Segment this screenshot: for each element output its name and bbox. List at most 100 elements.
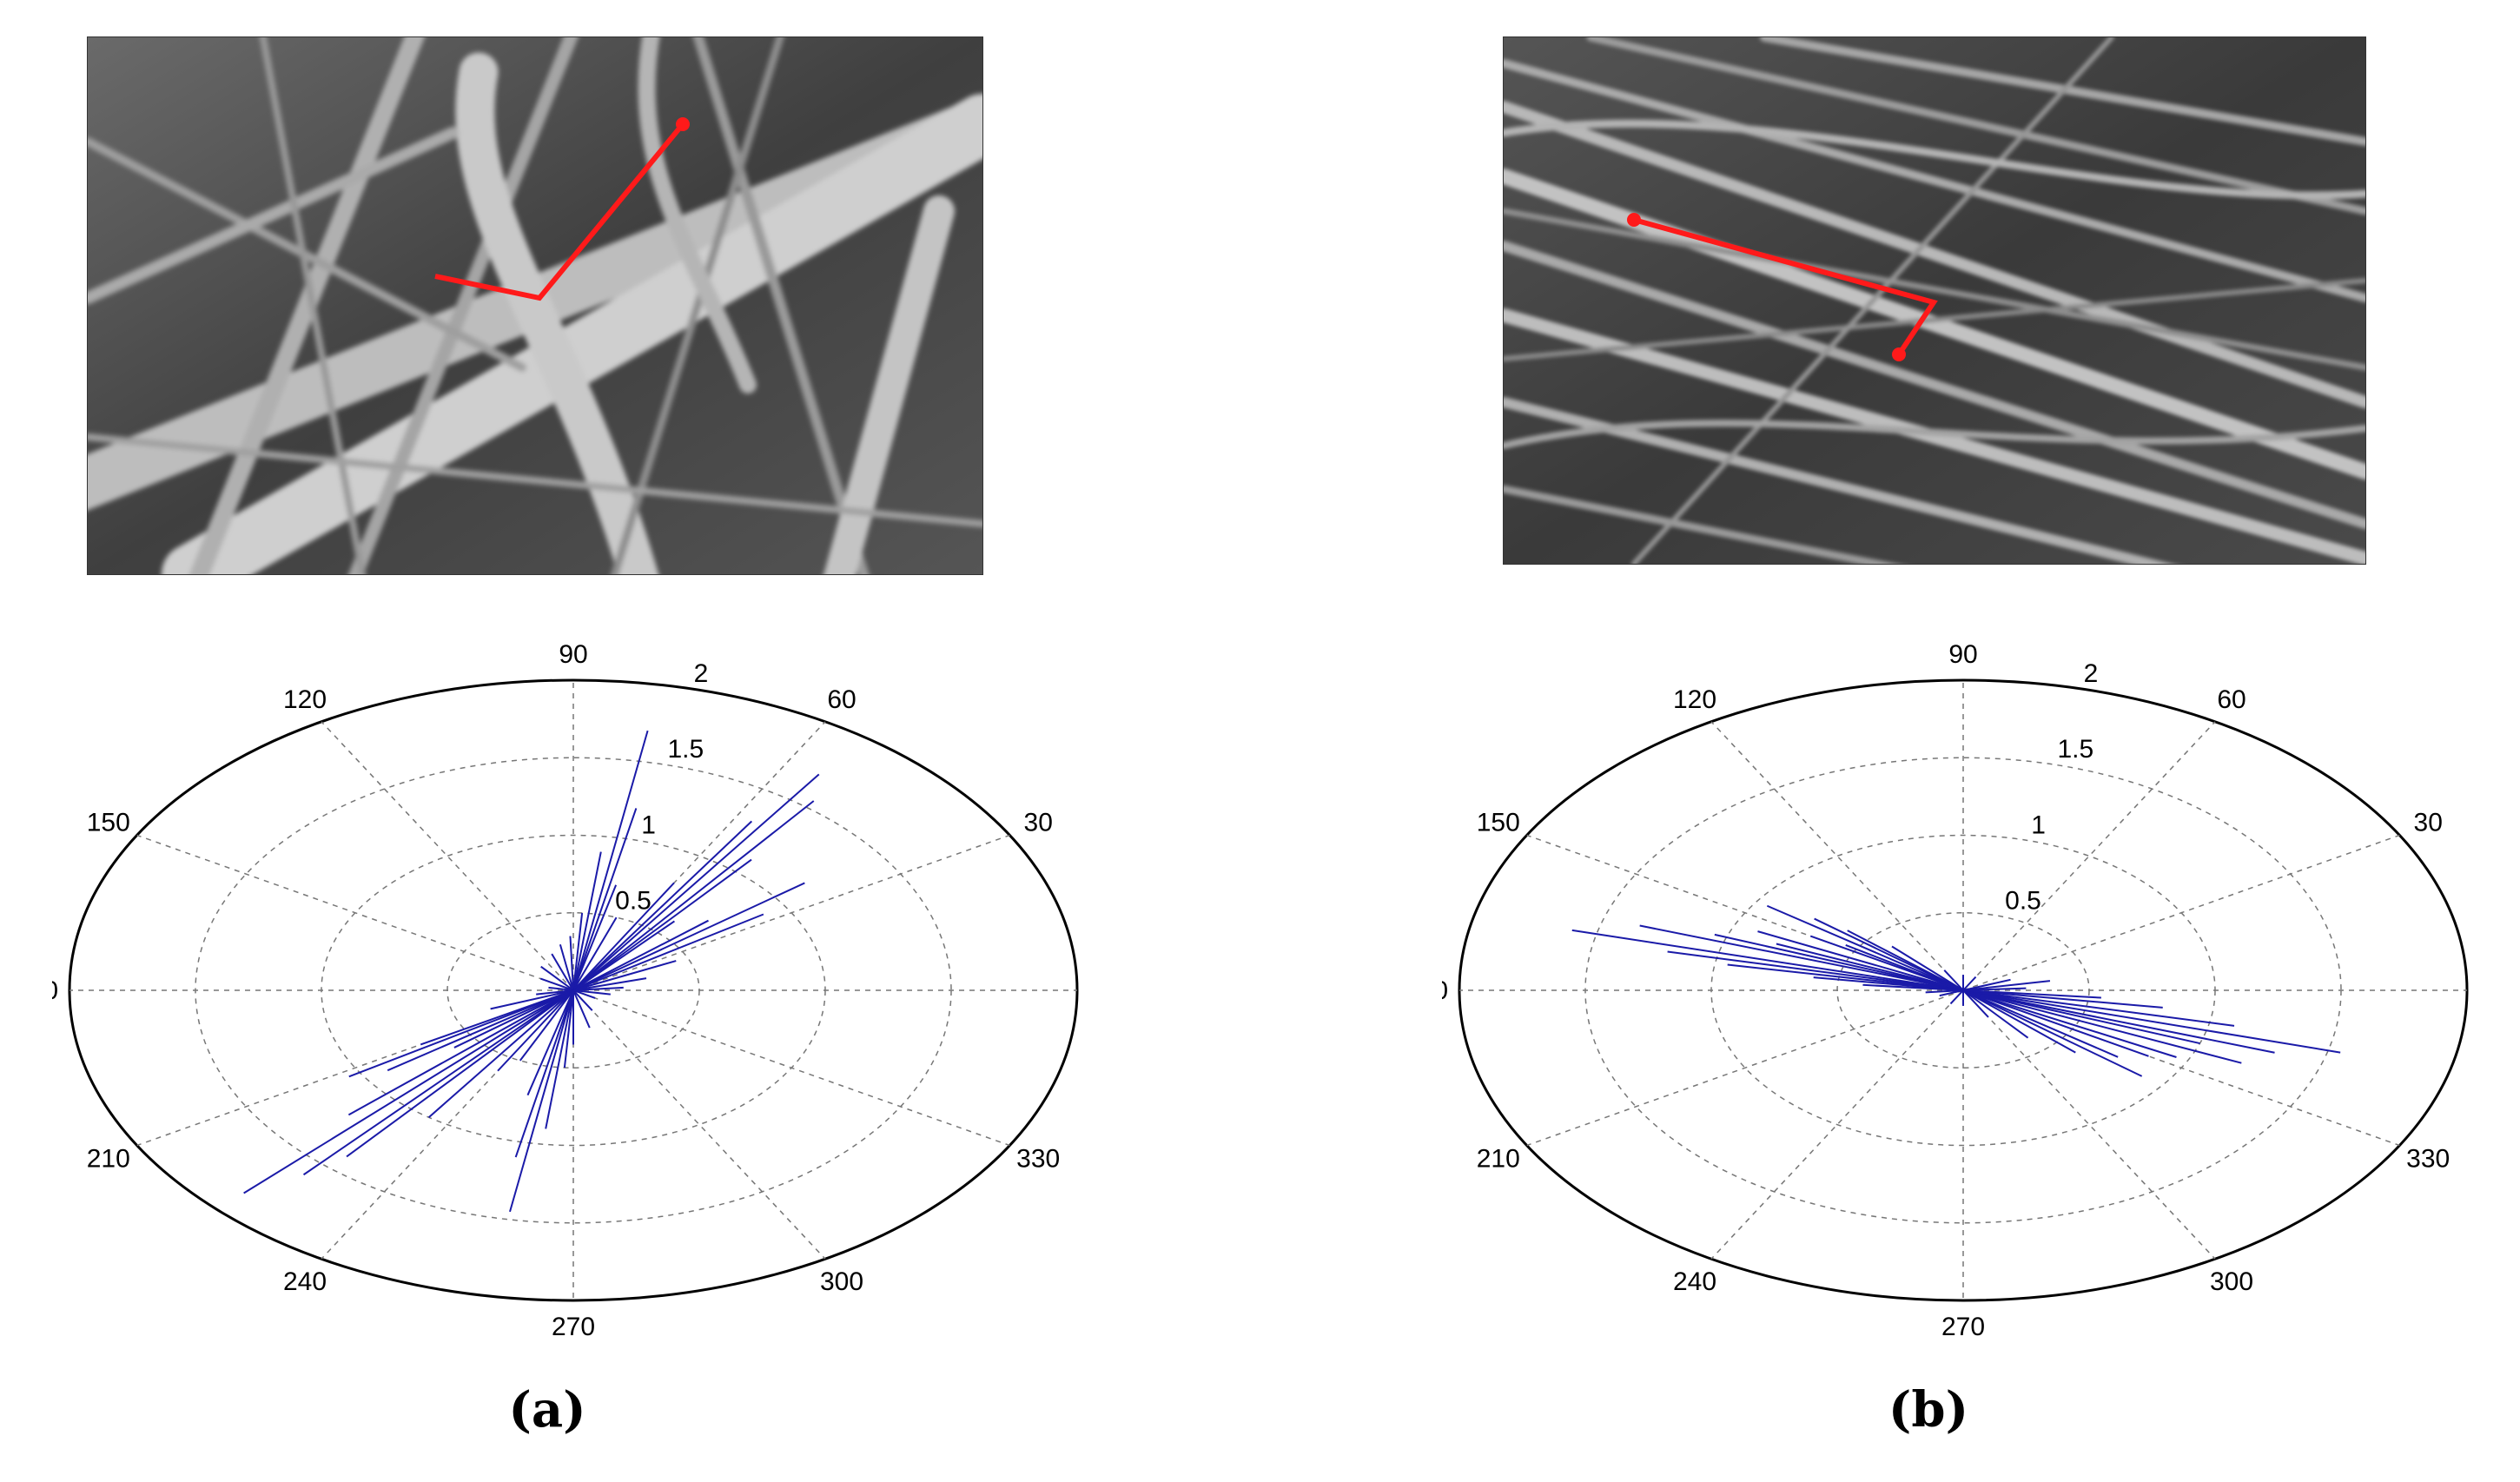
orientation-spike-b — [1962, 989, 2029, 1039]
orientation-spike-a — [572, 989, 593, 1011]
figure-panel-a: 03060901201501802102402703003300.511.52 … — [52, 36, 1079, 1439]
radial-tick-label-b: 1.5 — [2057, 735, 2093, 764]
orientation-spike-b — [1962, 980, 2051, 991]
orientation-spike-a — [572, 851, 602, 991]
angle-tick-label-a: 180 — [52, 976, 58, 1005]
orientation-spike-b — [1571, 929, 1964, 991]
orientation-spike-a — [572, 800, 815, 991]
angle-tick-label-a: 210 — [87, 1145, 130, 1174]
orientation-spike-b — [1962, 989, 2235, 1027]
orientation-spike-a — [548, 986, 574, 991]
orientation-spike-a — [526, 989, 574, 1096]
angle-tick-label-b: 180 — [1442, 976, 1448, 1005]
angular-spoke-a — [321, 721, 574, 991]
orientation-spike-b — [1962, 978, 2011, 991]
angular-spoke-b — [1962, 834, 2400, 991]
orientation-spike-b — [1939, 989, 1964, 997]
angle-tick-label-b: 240 — [1673, 1267, 1716, 1296]
sem-micrograph-a — [87, 36, 983, 575]
orientation-spike-a — [490, 989, 574, 1010]
orientation-spike-b — [1962, 976, 1977, 991]
orientation-spike-a — [551, 953, 574, 991]
orientation-spike-a — [572, 882, 805, 991]
orientation-spike-a — [563, 989, 574, 1068]
angle-tick-label-a: 150 — [87, 809, 130, 837]
angular-spoke-b — [1710, 989, 1964, 1260]
orientation-spike-a — [346, 989, 574, 1158]
figure-panel-b: 03060901201501802102402703003300.511.52 … — [1260, 0, 2520, 1482]
orientation-spike-b — [1962, 989, 2275, 1054]
angle-tick-label-a: 300 — [820, 1267, 863, 1296]
angle-tick-label-a: 270 — [552, 1313, 595, 1338]
angular-spoke-a — [572, 721, 826, 991]
angle-tick-label-b: 330 — [2406, 1145, 2450, 1174]
orientation-spike-a — [545, 989, 574, 1129]
angle-tick-label-b: 120 — [1673, 685, 1716, 714]
angular-spoke-a — [572, 834, 1010, 991]
radial-tick-label-b: 0.5 — [2005, 887, 2041, 916]
angular-spoke-b — [1710, 721, 1964, 991]
orientation-spike-b — [1949, 989, 1964, 1005]
orientation-spike-a — [572, 986, 624, 991]
polar-plot-a: 03060901201501802102402703003300.511.52 — [52, 643, 1079, 1338]
orientation-arrow-a — [434, 117, 690, 301]
angular-spoke-b — [1962, 989, 2216, 1260]
orientation-spike-b — [1962, 989, 2149, 1057]
orientation-spike-b — [1891, 945, 1964, 991]
orientation-spike-b — [1766, 904, 1964, 991]
angle-tick-label-a: 330 — [1016, 1145, 1060, 1174]
orientation-spike-a — [420, 989, 574, 1046]
orientation-spike-a — [572, 884, 618, 991]
orientation-spike-a — [572, 960, 677, 991]
orientation-spike-b — [1962, 989, 1989, 1018]
orientation-spike-b — [1962, 989, 2076, 1054]
angular-spoke-a — [572, 989, 1010, 1147]
orientation-spike-a — [572, 858, 752, 991]
orientation-spike-a — [514, 989, 574, 1158]
angle-tick-label-b: 90 — [1948, 643, 1977, 669]
orientation-spike-b — [1962, 989, 2200, 1045]
orientation-spike-a — [572, 989, 591, 1029]
orientation-spike-b — [1962, 989, 2143, 1077]
orientation-spike-a — [572, 730, 649, 991]
angle-tick-label-b: 270 — [1941, 1313, 1985, 1338]
orientation-spike-a — [453, 989, 574, 1049]
orientation-spike-a — [347, 989, 574, 1116]
sem-micrograph-b — [1503, 36, 2366, 565]
orientation-spike-b — [1962, 989, 2177, 1058]
orientation-spike-a — [539, 977, 574, 991]
radial-tick-label-b: 1 — [2031, 810, 2046, 839]
angle-tick-label-a: 60 — [827, 685, 856, 714]
orientation-spike-b — [1962, 989, 2101, 999]
orientation-spike-b — [1962, 987, 2027, 991]
orientation-spike-b — [1667, 950, 1964, 991]
orientation-spike-a — [572, 989, 611, 996]
orientation-spike-a — [387, 989, 574, 1072]
orientation-spike-b — [1962, 989, 2242, 1064]
orientation-arrow-b — [1627, 213, 1938, 361]
orientation-spike-a — [572, 919, 709, 991]
angular-spoke-a — [136, 834, 574, 991]
angular-spoke-a — [572, 989, 826, 1260]
orientation-spike-a — [572, 916, 618, 991]
orientation-spike-a — [569, 936, 574, 991]
angle-tick-label-a: 240 — [283, 1267, 327, 1296]
angle-tick-label-b: 150 — [1477, 809, 1520, 837]
orientation-spike-a — [572, 912, 584, 991]
orientation-spike-a — [572, 773, 820, 991]
orientation-spike-a — [559, 943, 574, 991]
angle-tick-label-a: 90 — [559, 643, 587, 669]
orientation-spike-a — [572, 808, 638, 991]
orientation-spike-b — [1925, 989, 1964, 994]
orientation-spike-b — [1962, 989, 2341, 1054]
orientation-spike-b — [1845, 944, 1964, 991]
angular-spoke-b — [1526, 989, 1964, 1147]
radial-tick-label-b: 2 — [2084, 659, 2099, 688]
angle-tick-label-a: 30 — [1024, 809, 1053, 837]
orientation-spike-b — [1847, 930, 1964, 991]
orientation-spike-b — [1639, 924, 1964, 991]
orientation-spike-a — [519, 989, 574, 1062]
orientation-spike-a — [243, 989, 574, 1194]
orientation-spike-b — [1943, 969, 1964, 991]
radial-tick-label-a: 0.5 — [615, 887, 651, 916]
